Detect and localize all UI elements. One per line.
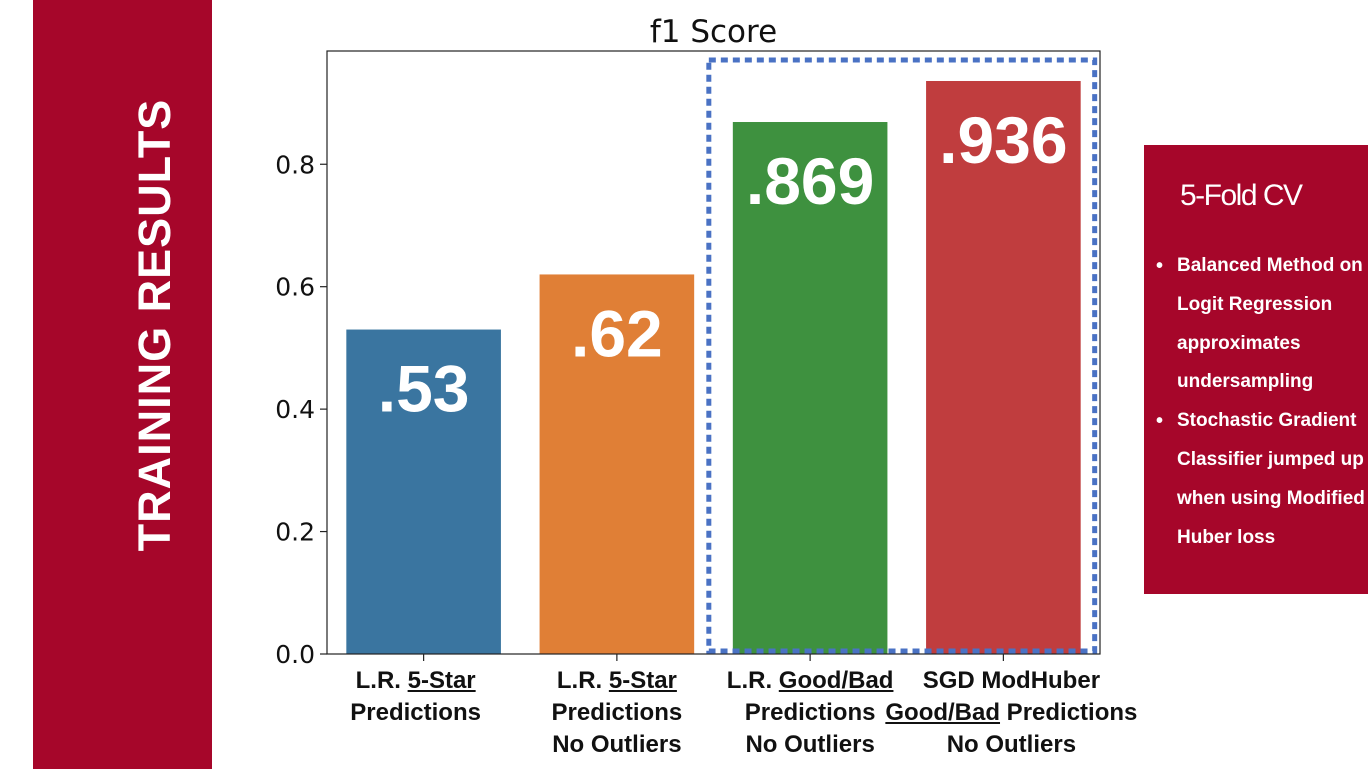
highlight-box xyxy=(706,57,1098,654)
x-category-label: L.R. 5-Star Predictions xyxy=(266,665,566,729)
x-category-label-segment: 5-Star xyxy=(407,667,476,694)
x-category-label-segment: L.R. xyxy=(556,667,609,694)
x-category-label-segment: No Outliers xyxy=(946,731,1077,758)
data-label: .869 xyxy=(746,144,874,218)
y-tick-label: 0.0 xyxy=(275,640,315,669)
bar xyxy=(539,274,695,654)
x-category-label-segment: 5-Star xyxy=(608,667,677,694)
info-bullet-text: Stochastic Gradient Classifier jumped up… xyxy=(1177,410,1365,548)
x-category-label-segment: L.R. xyxy=(355,667,408,694)
y-tick-label: 0.2 xyxy=(275,518,315,547)
x-category-label-segment: SGD ModHuber xyxy=(922,667,1101,694)
plot-frame xyxy=(326,50,1101,655)
bullet-dot-icon: • xyxy=(1156,255,1164,277)
bullet-dot-icon: • xyxy=(1156,410,1164,433)
x-category-label-segment: Predictions xyxy=(551,699,683,726)
x-category-label-segment: Predictions xyxy=(350,699,481,726)
x-category-label-line: L.R. 5-Star xyxy=(266,665,566,697)
x-category-label-line: SGD ModHuber xyxy=(861,665,1161,697)
x-category-label-segment: Good/Bad xyxy=(885,699,1001,726)
x-category-label-segment: No Outliers xyxy=(745,731,875,758)
x-category-label-line: No Outliers xyxy=(467,729,767,761)
info-box: 5-Fold CV • Balanced Method on Logit Regr… xyxy=(1144,145,1368,594)
y-tick-label: 0.8 xyxy=(275,150,315,179)
x-category-label-line: No Outliers xyxy=(660,729,960,761)
y-tick-label: 0.4 xyxy=(275,395,315,424)
x-category-label-line: Predictions xyxy=(660,697,960,729)
y-tick-label: 0.6 xyxy=(275,273,315,302)
info-bullet-text: Balanced Method on Logit Regression appr… xyxy=(1177,255,1363,393)
x-category-label-segment: Predictions xyxy=(1000,699,1138,726)
data-label: .936 xyxy=(939,103,1067,177)
x-category-label-line: Predictions xyxy=(467,697,767,729)
bar xyxy=(732,122,888,655)
x-category-label: SGD ModHuber Good/Bad Predictions No Outli… xyxy=(861,665,1161,761)
x-category-label-line: Good/Bad Predictions xyxy=(861,697,1161,729)
x-category-label-segment: No Outliers xyxy=(552,731,682,758)
x-category-label-line: No Outliers xyxy=(861,729,1161,761)
data-label: .53 xyxy=(378,352,470,426)
x-category-label-line: L.R. Good/Bad xyxy=(660,665,960,697)
x-category-label-line: Predictions xyxy=(266,697,566,729)
info-bullets: • Balanced Method on Logit Regression app… xyxy=(1156,247,1368,557)
chart-title: f1 Score xyxy=(650,14,777,50)
x-category-label: L.R. Good/Bad Predictions No Outliers xyxy=(660,665,960,761)
x-category-label-segment: Good/Bad xyxy=(778,667,894,694)
bar xyxy=(346,329,501,654)
sidebar-panel: TRAINING RESULTS xyxy=(33,0,212,769)
x-category-label-line: L.R. 5-Star xyxy=(467,665,767,697)
data-label: .62 xyxy=(571,296,663,370)
info-bullet: • Stochastic Gradient Classifier jumped u… xyxy=(1156,402,1368,557)
x-category-label-segment: L.R. xyxy=(726,667,779,694)
x-category-label-segment: Predictions xyxy=(744,699,876,726)
info-heading: 5-Fold CV xyxy=(1180,179,1303,212)
bar xyxy=(926,80,1081,655)
x-category-label: L.R. 5-Star Predictions No Outliers xyxy=(467,665,767,761)
info-bullet: • Balanced Method on Logit Regression app… xyxy=(1156,247,1368,402)
